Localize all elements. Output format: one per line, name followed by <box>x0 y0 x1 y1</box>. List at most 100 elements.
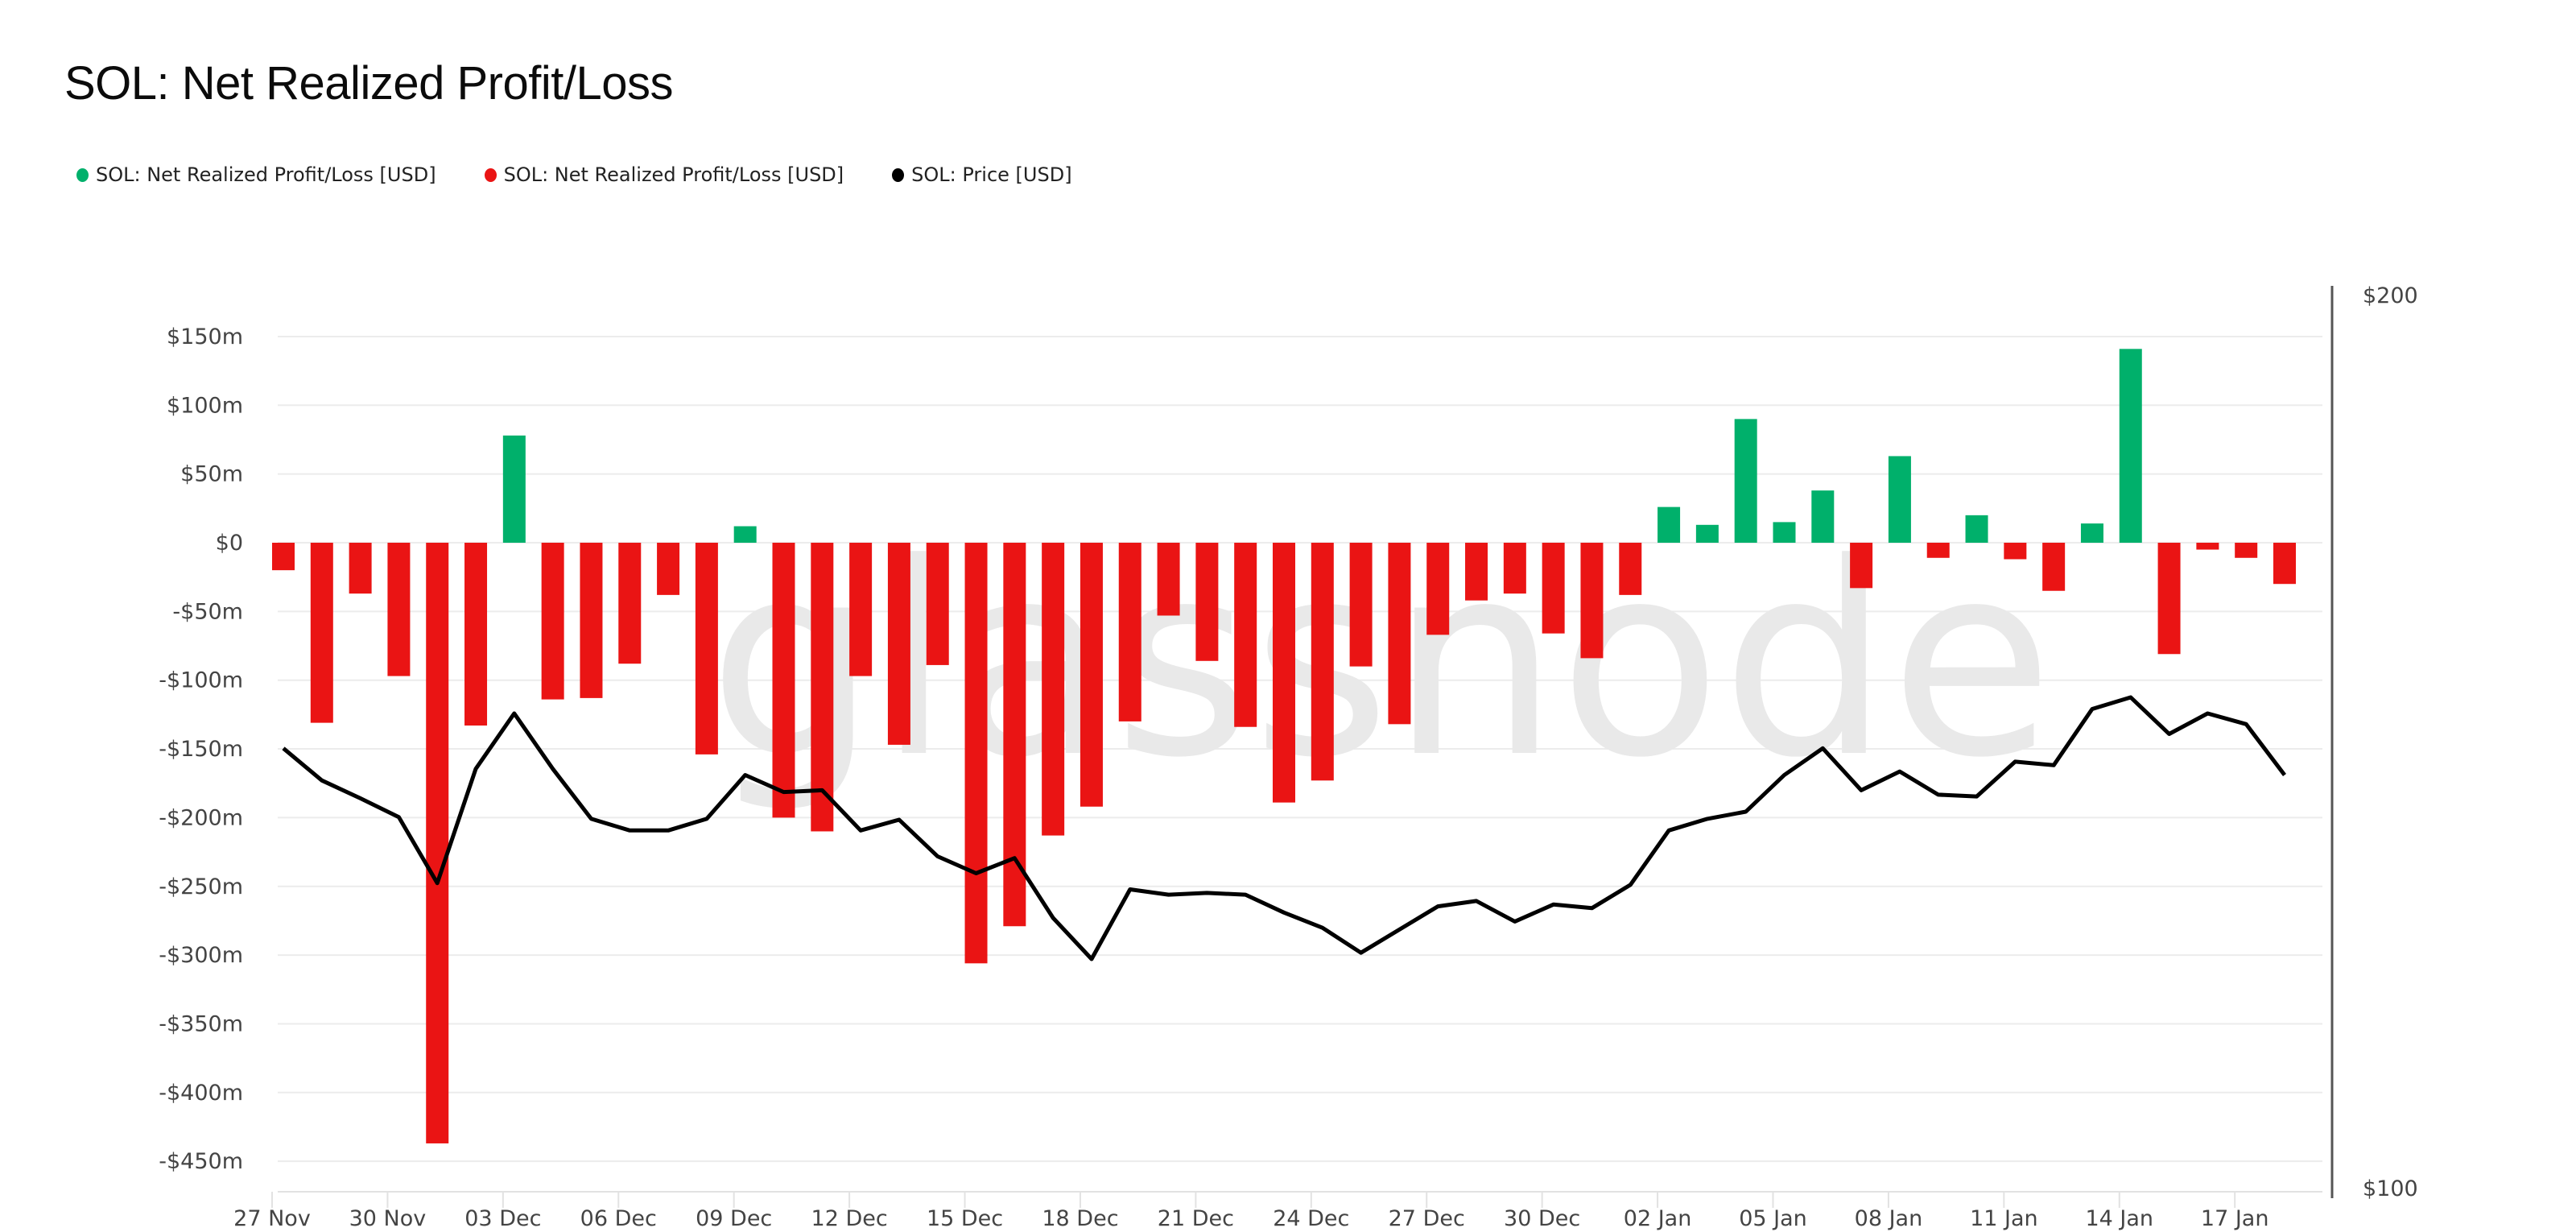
price-line-series <box>282 695 2286 961</box>
x-tick-label: 03 Dec <box>464 1206 541 1231</box>
bar <box>1388 543 1411 725</box>
legend-label-price: SOL: Price [USD] <box>911 163 1072 186</box>
bar <box>1926 543 1950 558</box>
bar <box>1273 543 1295 803</box>
bar <box>1850 543 1873 589</box>
bar <box>1426 543 1450 635</box>
bar <box>464 543 488 726</box>
bar <box>2119 349 2142 543</box>
legend-label-profit: SOL: Net Realized Profit/Loss [USD] <box>96 163 436 186</box>
bar <box>541 543 564 700</box>
y-tick-label: -$300m <box>159 943 243 968</box>
bar <box>2157 543 2181 655</box>
bar <box>849 543 873 676</box>
bar <box>811 543 834 832</box>
bar <box>1349 543 1373 667</box>
bar <box>1080 543 1103 807</box>
y-tick-label: -$200m <box>159 805 243 830</box>
bar <box>502 435 526 543</box>
y-tick-label: -$400m <box>159 1081 243 1106</box>
bar <box>1580 543 1604 659</box>
x-tick-label: 30 Nov <box>349 1206 427 1231</box>
x-tick-label: 27 Dec <box>1389 1206 1465 1231</box>
y2-tick-label: $200 <box>2363 283 2418 308</box>
x-tick-label: 14 Jan <box>2085 1206 2153 1231</box>
bar <box>1773 522 1796 543</box>
bar <box>1503 543 1526 594</box>
x-tick-label: 17 Jan <box>2201 1206 2269 1231</box>
bar <box>1311 543 1334 781</box>
bar <box>1695 524 1719 543</box>
x-tick-label: 06 Dec <box>580 1206 657 1231</box>
x-tick-label: 27 Nov <box>233 1206 311 1231</box>
x-tick-label: 18 Dec <box>1042 1206 1118 1231</box>
bar <box>1965 515 1988 543</box>
legend: SOL: Net Realized Profit/Loss [USD] SOL:… <box>76 163 1072 186</box>
bar <box>1465 543 1488 601</box>
bar <box>1734 419 1757 543</box>
y-tick-label: $100m <box>167 393 243 418</box>
left-y-axis: $150m $100m $50m $0 -$50m -$100m -$150m -$200m -… <box>159 325 243 1174</box>
x-tick-label: 11 Jan <box>1970 1206 2038 1231</box>
bar <box>1234 543 1257 727</box>
y-tick-label: -$100m <box>159 668 243 693</box>
bar <box>272 543 295 571</box>
y-tick-label: $0 <box>216 531 243 556</box>
x-tick-label: 24 Dec <box>1273 1206 1349 1231</box>
bar <box>1619 543 1642 595</box>
bar <box>580 543 603 698</box>
x-tick-label: 15 Dec <box>927 1206 1003 1231</box>
price-line <box>282 695 2286 961</box>
bar <box>618 543 642 664</box>
bar-series <box>272 349 2296 1143</box>
bar <box>426 543 449 1143</box>
y-tick-label: -$350m <box>159 1011 243 1036</box>
bar <box>1157 543 1180 616</box>
bar <box>2080 523 2103 543</box>
y-tick-label: $50m <box>180 462 243 487</box>
x-tick-label: 08 Jan <box>1855 1206 1923 1231</box>
bar <box>310 543 333 723</box>
legend-dot-red-icon <box>484 167 497 182</box>
bar <box>1888 456 1911 543</box>
bar <box>1657 506 1681 543</box>
x-tick-label: 09 Dec <box>696 1206 772 1231</box>
x-tick-label: 02 Jan <box>1624 1206 1692 1231</box>
legend-item-loss[interactable]: SOL: Net Realized Profit/Loss [USD] <box>484 163 844 186</box>
bar <box>349 543 372 594</box>
x-tick-label: 30 Dec <box>1504 1206 1580 1231</box>
bar <box>2273 543 2296 585</box>
bar <box>733 526 757 543</box>
bar <box>926 543 949 665</box>
bar <box>887 543 910 745</box>
bar <box>1042 543 1065 836</box>
legend-item-price[interactable]: SOL: Price [USD] <box>892 163 1072 186</box>
x-tick-label: 12 Dec <box>811 1206 888 1231</box>
bar <box>387 543 411 676</box>
bar <box>695 543 718 754</box>
y-tick-label: -$150m <box>159 737 243 762</box>
y-tick-label: $150m <box>167 325 243 349</box>
bar <box>2042 543 2066 591</box>
bar <box>1811 490 1835 543</box>
bar <box>1542 543 1565 634</box>
right-y-axis: $200 $100 <box>2330 283 2418 1201</box>
bar <box>2004 543 2027 560</box>
legend-dot-green-icon <box>76 167 89 182</box>
y-tick-label: -$450m <box>159 1149 243 1174</box>
legend-label-loss: SOL: Net Realized Profit/Loss [USD] <box>503 163 844 186</box>
x-tick-label: 05 Jan <box>1739 1206 1807 1231</box>
x-axis: 27 Nov 30 Nov 03 Dec 06 Dec 09 Dec 12 Dec 15 D… <box>233 1192 2268 1231</box>
bar <box>2235 543 2258 558</box>
x-tick-label: 21 Dec <box>1158 1206 1234 1231</box>
y-tick-label: -$250m <box>159 874 243 899</box>
y-tick-label: -$50m <box>172 599 243 624</box>
y2-tick-label: $100 <box>2363 1176 2418 1201</box>
legend-item-profit[interactable]: SOL: Net Realized Profit/Loss [USD] <box>76 163 436 186</box>
bar <box>657 543 680 595</box>
bar <box>1195 543 1219 661</box>
bar <box>2196 543 2219 550</box>
bar <box>772 543 795 818</box>
bar <box>964 543 988 964</box>
